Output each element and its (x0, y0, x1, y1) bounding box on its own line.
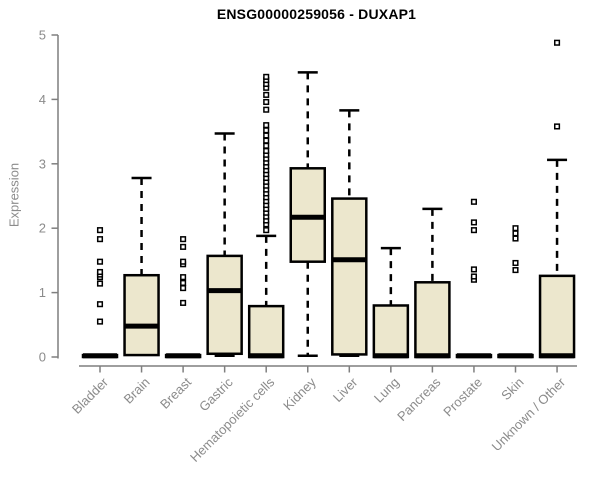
y-tick-label: 5 (39, 28, 46, 43)
x-tick-label: Kidney (280, 374, 319, 413)
x-tick-label: Skin (498, 375, 526, 403)
box-unknown-other (538, 274, 576, 359)
outlier-point (263, 147, 270, 154)
outlier-point (96, 236, 104, 243)
box-hematopoietic-cells (247, 304, 285, 359)
outlier-point (180, 274, 187, 281)
outlier-point (96, 258, 104, 265)
chart-title: ENSG00000259056 - DUXAP1 (216, 6, 417, 22)
y-axis-title: Expression (6, 162, 22, 228)
x-tick-label: Bladder (69, 374, 112, 417)
box-brain (123, 273, 160, 357)
x-tick-label: Liver (330, 374, 361, 405)
outlier-point (263, 122, 270, 129)
outlier-point (263, 227, 270, 234)
x-tick-label: Lung (371, 375, 402, 406)
outlier-point (96, 318, 104, 325)
outlier-point (96, 268, 104, 276)
outlier-point (263, 73, 270, 80)
y-tick-label: 1 (39, 285, 46, 300)
outlier-point (512, 267, 519, 274)
outlier-point (180, 258, 187, 265)
outlier-point (263, 98, 270, 106)
y-tick-label: 3 (39, 156, 46, 171)
outlier-point (470, 266, 477, 273)
outlier-point (512, 235, 519, 242)
outlier-point (554, 123, 561, 130)
outlier-point (180, 236, 187, 243)
box-lung (372, 304, 410, 359)
x-tick-label: Unknown / Other (489, 374, 569, 454)
y-tick-label: 4 (39, 92, 46, 107)
outlier-point (512, 225, 519, 232)
outlier-point (180, 299, 187, 306)
outlier-point (263, 91, 270, 98)
outlier-point (470, 198, 477, 205)
outlier-point (263, 142, 270, 149)
outlier-point (96, 280, 104, 287)
outlier-point (470, 219, 477, 226)
outlier-point (470, 273, 477, 280)
box-liver (331, 197, 368, 356)
outlier-point (180, 243, 187, 250)
x-tick-label: Brain (121, 375, 153, 407)
x-tick-label: Breast (157, 374, 194, 411)
outlier-point (180, 285, 187, 292)
outlier-point (96, 301, 104, 308)
outlier-point (263, 137, 270, 144)
outlier-point (512, 230, 519, 237)
outlier-point (263, 127, 270, 134)
y-tick-label: 0 (39, 350, 46, 365)
outlier-point (263, 106, 270, 113)
x-tick-label: Pancreas (394, 374, 444, 424)
x-tick-label: Prostate (440, 375, 485, 420)
outlier-point (470, 227, 477, 234)
outlier-point (263, 132, 270, 139)
outlier-point (512, 259, 519, 267)
outlier-point (554, 39, 561, 46)
y-tick-label: 2 (39, 221, 46, 236)
box-pancreas (414, 281, 451, 359)
outlier-point (180, 279, 187, 286)
outlier-point (96, 227, 104, 234)
x-tick-label: Gastric (196, 374, 236, 414)
box-gastric (206, 254, 243, 356)
